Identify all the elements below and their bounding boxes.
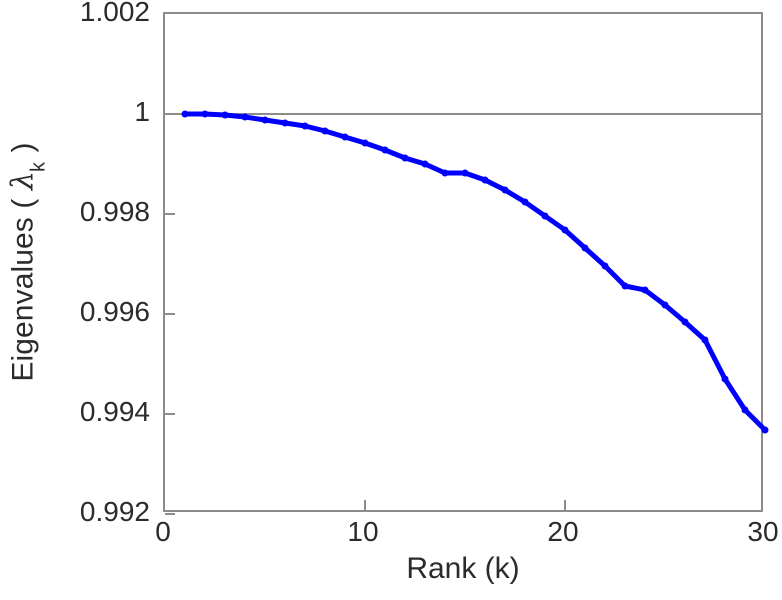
x-tick-label: 20 — [547, 516, 579, 547]
data-point-marker — [241, 113, 249, 121]
data-point-marker — [421, 160, 429, 168]
data-point-marker — [501, 186, 509, 194]
data-point-marker — [641, 286, 649, 294]
data-point-marker — [741, 406, 749, 414]
x-tick-mark — [364, 500, 366, 510]
y-tick-mark — [165, 213, 175, 215]
data-point-marker — [681, 318, 689, 326]
data-point-marker — [541, 212, 549, 220]
x-tick-label: 0 — [155, 516, 171, 547]
lambda-subscript: k — [28, 161, 50, 172]
data-point-marker — [341, 133, 349, 141]
data-point-marker — [321, 127, 329, 135]
data-point-marker — [701, 336, 709, 344]
data-point-marker — [441, 169, 449, 177]
data-point-marker — [621, 282, 629, 290]
y-tick-mark — [165, 513, 175, 515]
data-point-marker — [661, 301, 669, 309]
y-axis-label-suffix: ) — [7, 142, 40, 161]
y-axis-label-prefix: Eigenvalues ( — [7, 190, 40, 382]
data-point-marker — [221, 111, 229, 119]
plot-area — [163, 12, 769, 515]
data-point-marker — [581, 244, 589, 252]
data-point-marker — [361, 139, 369, 147]
data-series-eigenvalues — [181, 110, 769, 434]
data-point-marker — [401, 154, 409, 162]
data-point-marker — [561, 226, 569, 234]
data-point-marker — [461, 169, 469, 177]
data-point-marker — [261, 116, 269, 124]
y-tick-mark — [165, 413, 175, 415]
lambda-symbol: λ — [6, 171, 41, 191]
data-point-marker — [721, 375, 729, 383]
data-point-marker — [381, 146, 389, 154]
data-point-marker — [281, 119, 289, 127]
data-point-marker — [201, 110, 209, 118]
data-point-marker — [601, 262, 609, 270]
y-axis-label: Eigenvalues ( λk ) — [0, 0, 52, 524]
data-point-marker — [481, 176, 489, 184]
data-point-marker — [301, 122, 309, 130]
y-axis-label-text: Eigenvalues ( λk ) — [6, 142, 50, 382]
series-line — [182, 111, 768, 433]
x-tick-mark — [564, 500, 566, 510]
data-point-marker — [761, 426, 769, 434]
data-point-marker — [181, 110, 189, 118]
x-axis-label: Rank (k) — [406, 552, 520, 585]
reference-line-unity — [165, 113, 761, 115]
y-tick-mark — [165, 313, 175, 315]
x-tick-label: 30 — [747, 516, 779, 547]
x-tick-label: 10 — [347, 516, 379, 547]
data-point-marker — [521, 198, 529, 206]
